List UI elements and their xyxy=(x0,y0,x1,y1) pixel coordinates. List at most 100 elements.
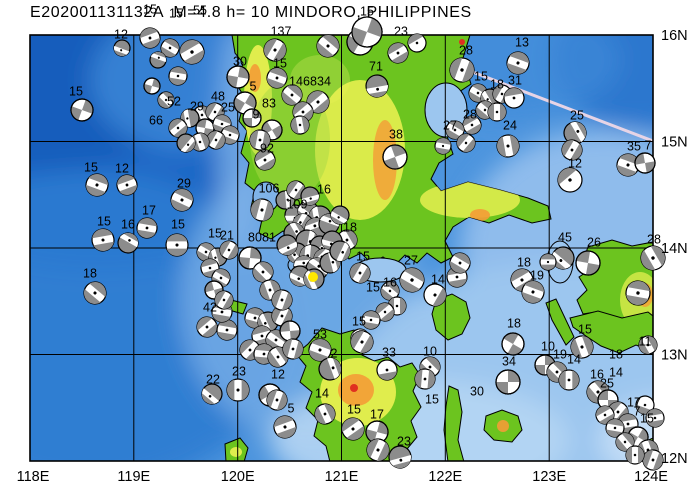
depth-label: 9 xyxy=(253,108,260,122)
beachball xyxy=(316,34,340,58)
beachball xyxy=(605,418,625,438)
depth-label: 71 xyxy=(369,60,383,74)
beachball xyxy=(434,137,452,155)
lat-axis-label: 12N xyxy=(661,451,688,467)
beachball xyxy=(382,144,408,170)
depth-label: 16 xyxy=(121,218,135,232)
depth-label: 25 xyxy=(600,377,614,391)
depth-label: 18 xyxy=(609,348,623,362)
depth-label: 12 xyxy=(271,368,285,382)
beachball xyxy=(168,66,188,86)
beachball xyxy=(616,153,640,177)
depth-label: 17 xyxy=(627,396,641,410)
depth-label: 15 xyxy=(84,161,98,175)
beachball xyxy=(445,120,465,140)
depth-label: 38 xyxy=(389,128,403,142)
beachball xyxy=(83,281,107,305)
beachball xyxy=(117,232,139,254)
beachball xyxy=(341,417,365,441)
lon-axis-label: 124E xyxy=(634,469,668,485)
beachball xyxy=(314,403,336,425)
depth-label: 5 xyxy=(288,402,295,416)
depth-label: 7 xyxy=(645,139,652,153)
beachball xyxy=(375,302,395,322)
depth-label: 48 xyxy=(211,90,225,104)
depth-label: 68 xyxy=(303,75,317,89)
depth-label: 15 xyxy=(356,250,370,264)
beachball xyxy=(350,330,374,354)
depth-label: 52 xyxy=(167,95,181,109)
depth-label: 35 xyxy=(627,140,641,154)
beachball xyxy=(625,280,651,306)
beachball xyxy=(226,378,250,402)
depth-label: 27 xyxy=(443,119,457,133)
beachball xyxy=(70,98,94,122)
beachball xyxy=(318,357,342,381)
depth-label: 106 xyxy=(259,182,280,196)
depth-label: 19 xyxy=(530,269,544,283)
beachball xyxy=(290,115,310,135)
beachball xyxy=(330,205,350,225)
beachball xyxy=(495,369,521,395)
beachball xyxy=(361,310,381,330)
beachball xyxy=(254,149,276,171)
depth-label: 19 xyxy=(553,348,567,362)
beachball xyxy=(276,234,298,256)
beachball xyxy=(506,51,530,75)
beachball xyxy=(179,39,205,65)
beachball xyxy=(376,359,398,381)
beachball xyxy=(414,368,436,390)
depth-label: 34 xyxy=(502,355,516,369)
depth-label: 17 xyxy=(142,204,156,218)
beachball xyxy=(308,338,332,362)
beachball xyxy=(399,267,425,293)
beachball xyxy=(116,174,138,196)
depth-label: 26 xyxy=(587,236,601,250)
beachball xyxy=(219,240,239,260)
beachball xyxy=(615,432,635,452)
focal-mechanism-layer xyxy=(70,16,666,471)
beachball xyxy=(366,438,390,462)
depth-label: 15 xyxy=(143,3,157,17)
depth-label: 23 xyxy=(397,435,411,449)
depth-label: 15 xyxy=(474,70,488,84)
beachball xyxy=(640,245,666,271)
lat-axis-label: 15N xyxy=(661,135,688,151)
beachball xyxy=(136,217,158,239)
depth-label: 53 xyxy=(313,328,327,342)
depth-label: 2 xyxy=(331,347,338,361)
beachball xyxy=(149,51,167,69)
depth-label: 15 xyxy=(640,412,654,426)
depth-label: 25 xyxy=(221,101,235,115)
depth-label: 14 xyxy=(609,366,623,380)
depth-label: 14 xyxy=(289,75,303,89)
beachball xyxy=(449,57,475,83)
beachball xyxy=(271,305,293,327)
depth-label: 16 xyxy=(317,183,331,197)
depth-label: 22 xyxy=(206,373,220,387)
depth-label: 13 xyxy=(515,36,529,50)
beachball xyxy=(387,42,409,64)
depth-label: 33 xyxy=(382,346,396,360)
beachball xyxy=(638,335,658,355)
beachball xyxy=(300,186,320,206)
depth-label: 23 xyxy=(394,25,408,39)
beachball xyxy=(252,261,274,283)
lon-axis-label: 120E xyxy=(221,469,255,485)
beachball xyxy=(462,115,482,135)
depth-label: 83 xyxy=(262,97,276,111)
lon-axis-label: 123E xyxy=(532,469,566,485)
beachball xyxy=(249,129,271,151)
beachball xyxy=(423,283,447,307)
depth-label: 10 xyxy=(423,345,437,359)
depth-label: 15 xyxy=(169,7,183,21)
depth-label: 34 xyxy=(317,75,331,89)
beachball xyxy=(645,408,665,428)
depth-label: 12 xyxy=(114,28,128,42)
lat-axis-label: 16N xyxy=(661,28,688,44)
depth-label: 29 xyxy=(190,100,204,114)
beachball xyxy=(266,389,288,411)
depth-label: 15 xyxy=(208,227,222,241)
